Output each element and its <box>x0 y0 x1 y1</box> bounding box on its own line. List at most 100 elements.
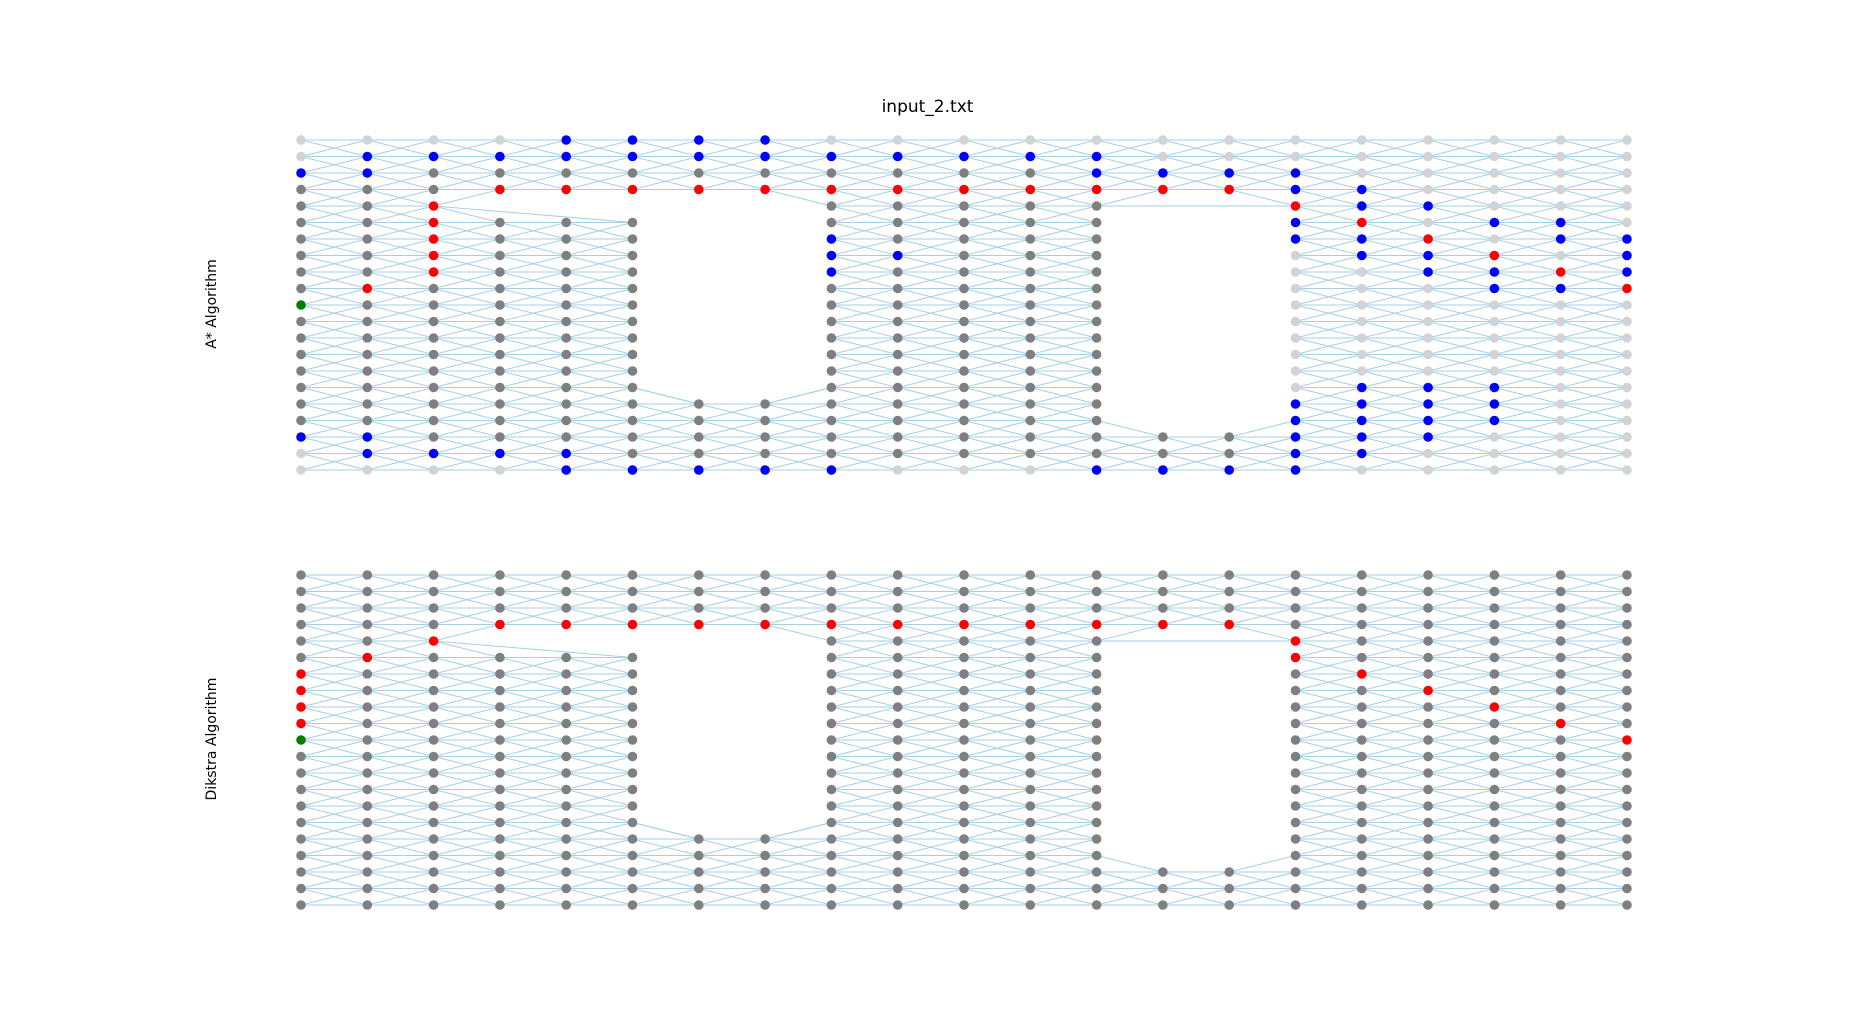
edge <box>1295 453 1362 471</box>
graph-node <box>959 283 969 294</box>
graph-node <box>1025 603 1036 613</box>
graph-node <box>1489 234 1500 244</box>
graph-node <box>892 399 903 409</box>
graph-node <box>1025 250 1036 261</box>
graph-node <box>1555 217 1566 228</box>
edge <box>300 607 368 625</box>
edge <box>300 723 368 741</box>
graph-node <box>561 333 571 343</box>
graph-node <box>561 702 571 712</box>
edge <box>1361 304 1429 322</box>
graph-node <box>1091 135 1102 145</box>
edge <box>1361 403 1429 421</box>
graph-node <box>1025 168 1036 178</box>
graph-node <box>892 603 903 613</box>
graph-node <box>959 432 969 442</box>
edge <box>1494 222 1561 240</box>
graph-node <box>1423 366 1433 376</box>
edge <box>367 888 434 906</box>
edge <box>963 172 1031 190</box>
edge <box>1229 574 1296 592</box>
graph-node <box>826 267 837 277</box>
graph-node <box>1357 570 1367 580</box>
edge <box>963 838 1031 856</box>
graph-node <box>1091 834 1102 844</box>
graph-node <box>1357 718 1367 729</box>
edge <box>1560 172 1628 190</box>
graph-node <box>1423 768 1433 778</box>
edge <box>1361 238 1429 256</box>
graph-node <box>428 883 439 894</box>
graph-node <box>1091 151 1102 162</box>
edge <box>831 403 898 421</box>
edge <box>1229 189 1296 207</box>
edge <box>632 156 699 174</box>
edge <box>632 838 699 856</box>
graph-node <box>495 850 505 861</box>
graph-node <box>1423 333 1433 343</box>
graph-node <box>362 652 373 663</box>
edge <box>1427 288 1495 306</box>
edge <box>1096 607 1164 625</box>
edge <box>1361 288 1429 306</box>
graph-node <box>1489 900 1500 910</box>
graph-node <box>1290 702 1301 712</box>
graph-node <box>1489 751 1500 762</box>
graph-node <box>362 768 373 778</box>
graph-node <box>1555 234 1566 244</box>
edge <box>499 591 567 609</box>
graph-node <box>495 234 505 244</box>
graph-node <box>760 151 770 162</box>
edge <box>1560 156 1628 174</box>
graph-node <box>1489 636 1500 646</box>
graph-node <box>959 316 969 327</box>
graph-node <box>1025 316 1036 327</box>
graph-node <box>1555 834 1566 844</box>
graph-node <box>296 300 306 310</box>
graph-node <box>495 586 505 597</box>
graph-node <box>1489 168 1500 178</box>
edge <box>566 354 633 372</box>
edge <box>698 453 766 471</box>
edge <box>1560 838 1628 856</box>
graph-node <box>362 751 373 762</box>
graph-node <box>694 151 704 162</box>
graph-node <box>1423 234 1433 244</box>
graph-node <box>296 382 306 393</box>
graph-node <box>296 768 306 778</box>
edge <box>433 640 633 658</box>
graph-node <box>428 834 439 844</box>
graph-node <box>495 300 505 310</box>
graph-node <box>1025 151 1036 162</box>
edge <box>433 838 501 856</box>
edge <box>1560 607 1628 625</box>
graph-node <box>1025 652 1036 663</box>
graph-node <box>1622 283 1632 294</box>
edge <box>499 321 567 339</box>
graph-node <box>1025 817 1036 828</box>
edge <box>1560 805 1628 823</box>
edge <box>1295 772 1362 790</box>
edge <box>1494 690 1561 708</box>
graph-node <box>1091 883 1102 894</box>
graph-node <box>892 900 903 910</box>
graph-node <box>1025 801 1036 811</box>
edge <box>367 205 434 223</box>
edge <box>300 172 368 190</box>
edge <box>499 420 567 438</box>
graph-node <box>1622 366 1632 376</box>
edge <box>566 838 633 856</box>
edge <box>433 222 501 240</box>
edge <box>1295 673 1362 691</box>
edge <box>897 607 965 625</box>
graph-node <box>362 685 373 696</box>
edge <box>1162 436 1230 454</box>
edge <box>1494 871 1561 889</box>
graph-node <box>826 718 837 729</box>
edges <box>300 139 1628 471</box>
graph-node <box>1489 184 1500 195</box>
graph-node <box>1290 366 1301 376</box>
graph-node <box>826 867 837 877</box>
graph-node <box>1091 399 1102 409</box>
graph-node <box>296 867 306 877</box>
